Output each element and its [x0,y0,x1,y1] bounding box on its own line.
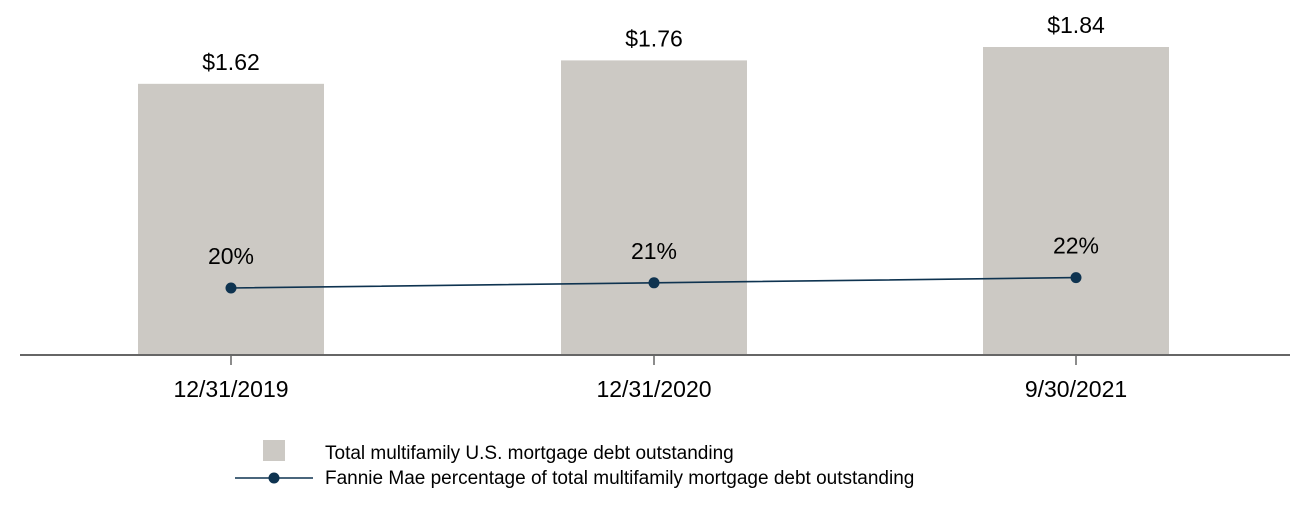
line-point-0 [225,282,237,294]
bars-layer [138,47,1169,356]
legend-bar-label: Total multifamily U.S. mortgage debt out… [325,443,734,464]
bar-2 [983,47,1169,355]
bar-value-label: $1.76 [625,25,683,51]
legend-bar-swatch [263,440,285,461]
line-layer [225,272,1082,294]
line-point-1 [648,277,660,289]
x-tick-label: 12/31/2020 [596,376,711,402]
line-value-label: 21% [631,238,677,264]
x-axis: 12/31/2019 12/31/2020 9/30/2021 [20,354,1290,402]
bar-value-label: $1.84 [1047,12,1105,38]
line-value-label: 20% [208,243,254,269]
x-tick-label: 9/30/2021 [1025,376,1127,402]
bar-value-label: $1.62 [202,49,260,75]
legend: Total multifamily U.S. mortgage debt out… [235,440,914,489]
bar-0 [138,83,324,356]
line-value-label: 22% [1053,233,1099,259]
labels-layer: $1.62 $1.76 $1.84 20% 21% 22% [202,12,1105,269]
x-tick-label: 12/31/2019 [173,376,288,402]
legend-line-label: Fannie Mae percentage of total multifami… [325,468,914,489]
line-point-2 [1070,272,1082,284]
bar-1 [561,60,747,356]
legend-line-marker [268,472,280,484]
